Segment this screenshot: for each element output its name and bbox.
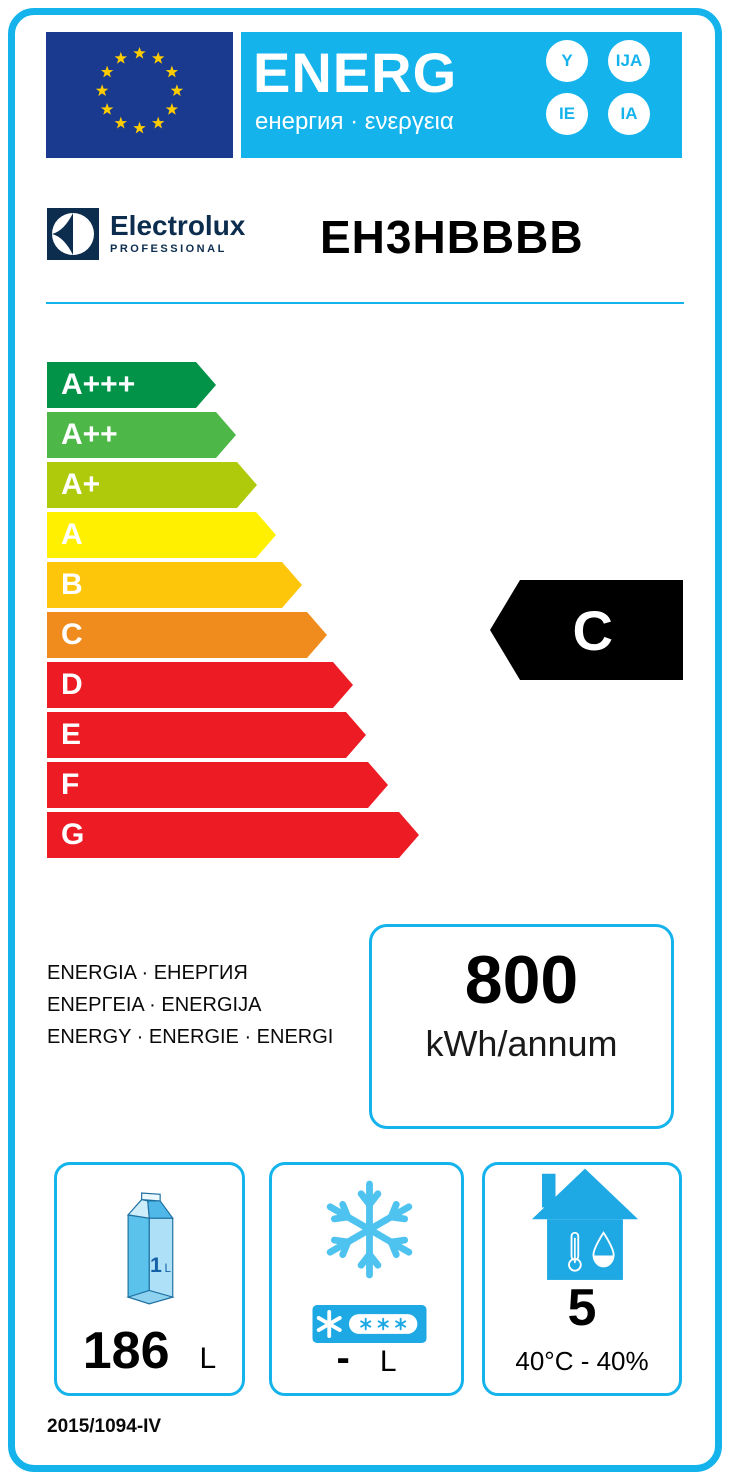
svg-text:1: 1 [150, 1253, 162, 1277]
svg-text:L: L [165, 1262, 172, 1275]
